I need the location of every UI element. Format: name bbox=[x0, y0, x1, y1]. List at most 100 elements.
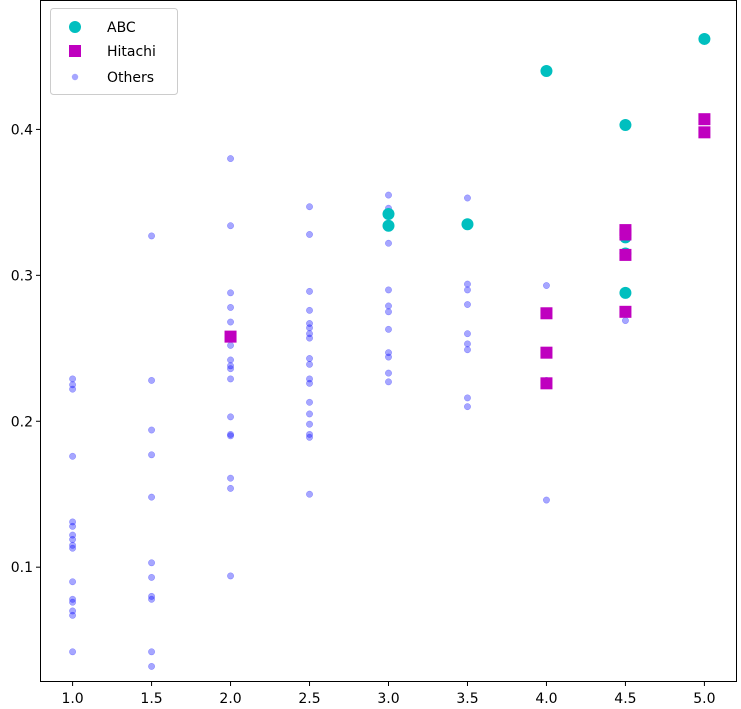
y-tick-label-2: 0.3 bbox=[11, 268, 33, 284]
others-point-50 bbox=[306, 334, 313, 342]
legend-marker-others bbox=[71, 73, 79, 81]
others-point-44 bbox=[306, 231, 313, 238]
abc-series bbox=[382, 32, 711, 299]
others-point-5 bbox=[69, 522, 77, 530]
others-point-36 bbox=[227, 375, 234, 383]
others-point-45 bbox=[306, 287, 313, 295]
hitachi-point-0 bbox=[224, 330, 237, 343]
others-point-30 bbox=[227, 303, 234, 311]
others-point-1 bbox=[69, 381, 77, 389]
others-point-66 bbox=[385, 308, 392, 316]
others-point-56 bbox=[306, 410, 313, 418]
others-point-19 bbox=[148, 451, 156, 459]
others-point-83 bbox=[543, 496, 550, 504]
others-point-40 bbox=[227, 474, 234, 482]
hitachi-point-1 bbox=[540, 307, 553, 320]
others-point-81 bbox=[543, 282, 550, 289]
others-point-14 bbox=[69, 611, 77, 619]
others-point-57 bbox=[306, 420, 313, 428]
others-point-32 bbox=[227, 341, 234, 349]
others-point-11 bbox=[69, 595, 77, 603]
others-point-58 bbox=[306, 430, 313, 438]
others-point-37 bbox=[227, 413, 234, 421]
legend-label-hitachi: Hitachi bbox=[107, 44, 156, 60]
others-point-47 bbox=[306, 320, 313, 327]
others-point-71 bbox=[385, 378, 392, 386]
others-point-60 bbox=[306, 490, 313, 498]
others-point-34 bbox=[227, 362, 234, 370]
others-point-61 bbox=[385, 191, 392, 199]
others-point-27 bbox=[227, 155, 234, 163]
hitachi-point-5 bbox=[619, 228, 632, 241]
others-point-48 bbox=[306, 324, 313, 332]
others-point-25 bbox=[148, 648, 156, 656]
x-tick-label-0: 1.0 bbox=[61, 691, 83, 707]
others-point-29 bbox=[227, 289, 234, 297]
others-point-39 bbox=[227, 432, 234, 440]
abc-point-1 bbox=[382, 219, 395, 232]
legend-box bbox=[50, 8, 178, 95]
axes-frame bbox=[40, 0, 737, 682]
others-point-63 bbox=[385, 239, 392, 247]
others-point-18 bbox=[148, 426, 156, 434]
others-point-17 bbox=[148, 376, 156, 384]
others-point-16 bbox=[148, 232, 156, 240]
others-point-46 bbox=[306, 306, 313, 314]
others-point-70 bbox=[385, 369, 392, 377]
others-point-35 bbox=[227, 365, 234, 373]
others-point-3 bbox=[69, 452, 77, 460]
x-tick-label-1: 1.5 bbox=[140, 691, 162, 707]
others-series bbox=[69, 155, 629, 670]
others-point-79 bbox=[464, 394, 471, 402]
others-point-78 bbox=[464, 346, 471, 354]
others-point-54 bbox=[306, 379, 313, 387]
others-point-26 bbox=[148, 662, 156, 670]
legend-label-others: Others bbox=[107, 70, 154, 86]
others-point-2 bbox=[69, 385, 77, 393]
hitachi-point-2 bbox=[540, 346, 553, 359]
others-point-76 bbox=[464, 330, 471, 338]
others-point-77 bbox=[464, 340, 471, 348]
hitachi-point-7 bbox=[619, 305, 632, 318]
abc-point-2 bbox=[461, 218, 474, 231]
hitachi-point-8 bbox=[698, 113, 711, 126]
legend: ABC Hitachi Others bbox=[50, 8, 178, 95]
others-point-10 bbox=[69, 578, 77, 586]
others-point-59 bbox=[306, 433, 313, 441]
x-tick-label-4: 3.0 bbox=[377, 691, 399, 707]
others-point-22 bbox=[148, 573, 156, 581]
legend-marker-hitachi bbox=[69, 45, 81, 57]
abc-point-7 bbox=[619, 286, 632, 299]
legend-label-abc: ABC bbox=[107, 20, 136, 36]
others-point-20 bbox=[148, 493, 156, 501]
others-point-73 bbox=[464, 280, 471, 288]
others-point-13 bbox=[69, 607, 77, 615]
others-point-23 bbox=[148, 592, 156, 600]
x-tick-label-2: 2.0 bbox=[219, 691, 241, 707]
others-point-53 bbox=[306, 375, 313, 383]
others-point-41 bbox=[227, 484, 234, 492]
y-tick-label-1: 0.2 bbox=[11, 414, 33, 430]
others-point-0 bbox=[69, 375, 77, 383]
others-point-74 bbox=[464, 286, 471, 294]
others-point-68 bbox=[385, 349, 392, 357]
others-point-4 bbox=[69, 518, 77, 526]
others-point-69 bbox=[385, 353, 392, 361]
others-point-42 bbox=[227, 572, 234, 580]
abc-point-4 bbox=[619, 119, 632, 132]
y-tick-label-0: 0.1 bbox=[11, 560, 33, 576]
y-tick-label-3: 0.4 bbox=[11, 122, 33, 138]
others-point-55 bbox=[306, 398, 313, 406]
others-point-24 bbox=[148, 595, 156, 603]
others-point-7 bbox=[69, 536, 77, 543]
others-point-15 bbox=[69, 648, 77, 656]
hitachi-point-9 bbox=[698, 126, 711, 139]
x-tick-label-7: 4.5 bbox=[614, 691, 636, 707]
others-point-65 bbox=[385, 302, 392, 310]
abc-point-0 bbox=[382, 208, 395, 221]
others-point-84 bbox=[621, 317, 629, 325]
others-point-21 bbox=[148, 559, 156, 567]
others-point-28 bbox=[227, 222, 234, 230]
